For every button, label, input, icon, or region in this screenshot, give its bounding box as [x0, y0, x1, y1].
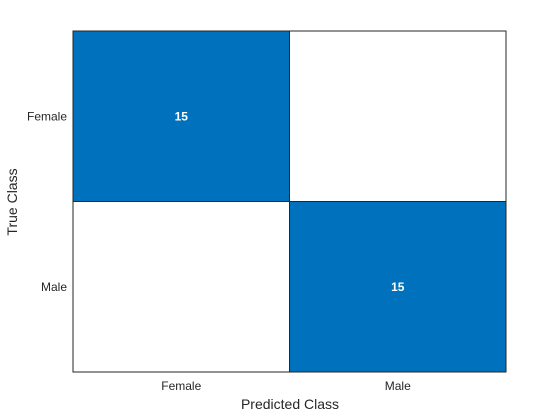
- y-tick-label: Male: [41, 280, 67, 294]
- matrix-cell-male-female: [72, 201, 290, 373]
- cells-layer: [72, 30, 507, 373]
- matrix-cell-female-male: [289, 30, 507, 202]
- x-tick-label: Female: [161, 379, 201, 393]
- matrix-cell-female-female: [72, 30, 290, 202]
- x-tick-labels: Female Male: [161, 379, 411, 393]
- cell-count-label: 15: [175, 109, 189, 123]
- x-axis-label: Predicted Class: [241, 396, 339, 412]
- y-tick-label: Female: [27, 109, 67, 123]
- y-axis-label: True Class: [4, 168, 20, 235]
- matrix-cell-male-male: [289, 201, 507, 373]
- x-tick-label: Male: [385, 379, 411, 393]
- cell-count-label: 15: [391, 280, 405, 294]
- y-tick-labels: Female Male: [27, 109, 67, 294]
